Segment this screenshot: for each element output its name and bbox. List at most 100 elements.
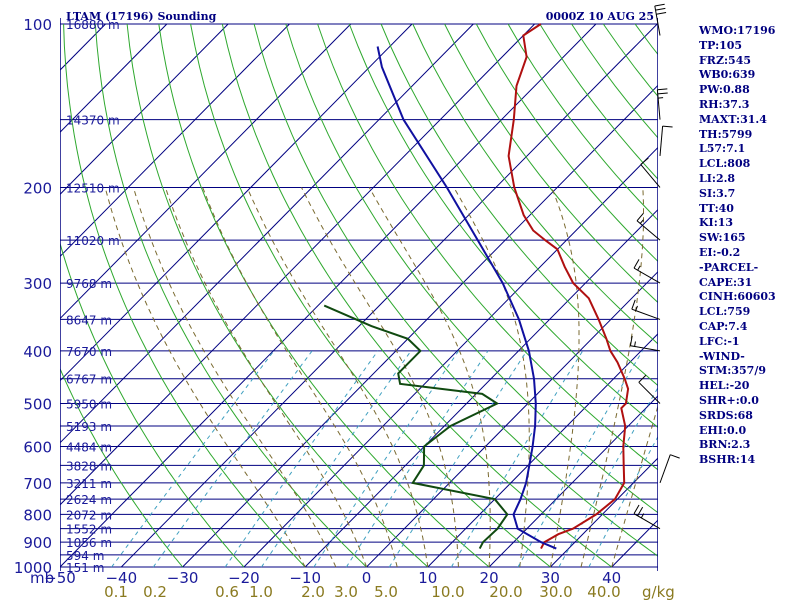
moist-adiabat: [549, 187, 580, 568]
dry-adiabat: [412, 23, 658, 345]
wind-barb-flag: [670, 454, 680, 459]
wind-barb-staff: [638, 381, 661, 404]
pressure-tick-label: 100: [23, 16, 52, 34]
moist-adiabat: [132, 187, 337, 568]
index-entry: LFC:-1: [699, 334, 740, 348]
index-entry: SRDS:68: [699, 408, 753, 422]
mixing-ratio-label: 40.0: [587, 583, 620, 600]
mixing-ratio-label: 0.2: [143, 583, 167, 600]
height-label: 16880 m: [66, 18, 120, 32]
dry-adiabat: [94, 23, 367, 568]
wind-barb-flag: [638, 374, 647, 383]
wind-barb: [656, 88, 668, 120]
wind-barb-flag: [633, 504, 640, 514]
index-entry: EHI:0.0: [699, 423, 747, 437]
index-entry: EI:-0.2: [699, 245, 741, 259]
dry-adiabat: [63, 23, 306, 568]
wind-barb-half: [637, 265, 641, 271]
isotherm-line: [60, 23, 474, 444]
index-entry: TH:5799: [699, 127, 753, 141]
chart-datetime: 0000Z 10 AUG 25: [546, 10, 654, 23]
pressure-tick-label: 400: [23, 343, 52, 361]
index-entry: SHR+:0.0: [699, 393, 759, 407]
wind-barbs: [629, 3, 680, 530]
isotherm-line: [60, 23, 352, 320]
height-label: 9768 m: [66, 277, 112, 291]
index-entry: LCL:759: [699, 305, 751, 319]
isotherm-line: [60, 23, 229, 196]
dry-adiabat: [475, 23, 658, 263]
temperature-line: [507, 23, 630, 550]
index-entry: WB0:639: [699, 68, 756, 82]
mixing-ratio-label: 30.0: [539, 583, 572, 600]
temperature-tick-label: 40: [602, 569, 621, 587]
wind-barb: [629, 335, 661, 352]
index-entry: FRZ:545: [699, 53, 752, 67]
index-entry: CINH:60603: [699, 290, 776, 304]
indices-panel: WMO:17196 TP:105 FRZ:545 WB0:639 PW:0.88 RH:3…: [699, 24, 797, 468]
mixing-ratio-label: 1.0: [249, 583, 273, 600]
height-label: 11020 m: [66, 234, 120, 248]
temperature-tick-label: −20: [228, 569, 260, 587]
dry-adiabat: [380, 23, 658, 387]
dewpoint-line: [323, 304, 509, 550]
dry-adiabat: [253, 23, 658, 557]
height-label: 594 m: [66, 549, 104, 563]
parcel-line: [376, 46, 557, 550]
wind-barb-staff: [659, 454, 671, 484]
isotherm-line: [60, 23, 597, 568]
height-label: 7670 m: [66, 345, 112, 359]
mixing-ratio-line: [558, 386, 658, 568]
wind-barb-flag: [631, 299, 636, 310]
dry-adiabat: [126, 23, 429, 568]
dry-adiabat: [317, 23, 658, 471]
isotherm-line: [60, 23, 413, 382]
isotherm-line: [243, 146, 658, 568]
wind-barb: [659, 125, 673, 157]
index-entry: BSHR:14: [699, 453, 756, 467]
height-label: 8647 m: [66, 313, 112, 327]
height-label: 3828 m: [66, 459, 112, 473]
wind-barb-staff: [656, 89, 661, 120]
temperature-tick-label: −50: [44, 569, 76, 587]
height-label: 3211 m: [66, 477, 112, 491]
index-entry: STM:357/9: [699, 364, 766, 378]
pressure-tick-label: 1000: [14, 559, 52, 577]
isotherm-line: [304, 208, 658, 568]
isotherm-line: [60, 23, 290, 258]
pressure-tick-label: 700: [23, 475, 52, 493]
mixing-ratio-label: 0.6: [215, 583, 239, 600]
wind-barb-flag: [656, 12, 667, 15]
wind-barb: [633, 259, 661, 284]
moist-adiabat: [104, 187, 306, 568]
wind-barb-flag: [657, 92, 668, 95]
mixing-ratio-line: [152, 350, 313, 568]
wind-barb-flag: [633, 259, 640, 269]
mixing-ratio-line: [388, 350, 528, 568]
pressure-tick-label: 900: [23, 534, 52, 552]
background-grid: [60, 18, 658, 571]
isotherm-line: [427, 333, 658, 568]
mb-unit-label: mb: [30, 569, 54, 587]
index-entry: TT:40: [699, 201, 734, 215]
wind-barb: [654, 3, 667, 36]
wind-barb-half: [640, 513, 645, 519]
wind-barb-flag: [657, 88, 668, 91]
isotherm-line: [550, 457, 658, 568]
wind-barb-staff: [654, 5, 661, 36]
isotherm-line: [60, 23, 168, 133]
index-entry: HEL:-20: [699, 379, 750, 393]
height-label: 2072 m: [66, 508, 112, 522]
temperature-tick-label: −40: [105, 569, 137, 587]
moist-adiabat: [165, 187, 367, 568]
wind-barb: [636, 212, 661, 241]
isotherm-line: [182, 84, 658, 568]
mixing-unit-label: g/kg: [642, 583, 675, 600]
dry-adiabat: [60, 367, 183, 568]
height-label: 1552 m: [66, 523, 112, 537]
height-label: 5950 m: [66, 398, 112, 412]
index-entry: KI:13: [699, 216, 734, 230]
height-label: 1056 m: [66, 536, 112, 550]
dry-adiabat: [158, 23, 490, 568]
